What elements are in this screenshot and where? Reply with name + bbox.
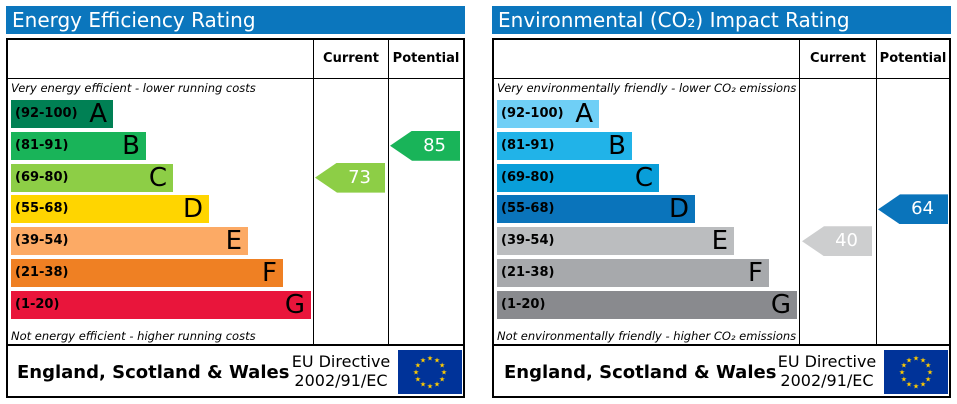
svg-text:★: ★: [427, 383, 433, 391]
potential-column-header: Potential: [879, 51, 947, 66]
top-caption: Very energy efficient - lower running co…: [11, 81, 256, 95]
band-letter-label: D: [668, 194, 689, 225]
band-letter-label: F: [748, 258, 763, 288]
band-range-label: (92-100): [501, 106, 564, 121]
current-column-header: Current: [810, 51, 866, 66]
eu-directive-line1: EU Directive: [777, 352, 877, 371]
band-letter-label: E: [711, 226, 728, 257]
svg-text:★: ★: [899, 369, 905, 377]
band-range-label: (69-80): [501, 169, 555, 185]
rating-band-g: (1-20) G: [497, 289, 797, 320]
band-range-label: (1-20): [15, 296, 60, 312]
current-rating-value: 40: [835, 230, 858, 252]
rating-band-f: (21-38) F: [11, 259, 283, 287]
potential-rating-arrow: 85: [390, 130, 460, 161]
rating-band-e: (39-54) E: [497, 226, 734, 257]
band-range-label: (39-54): [501, 233, 555, 249]
panel-title: Energy Efficiency Rating: [6, 6, 465, 34]
footer-region: England, Scotland & Wales: [17, 362, 290, 383]
environmental-impact-panel: Environmental (CO₂) Impact Rating Curren…: [492, 6, 951, 398]
svg-text:★: ★: [925, 362, 931, 370]
potential-column-header: Potential: [392, 51, 460, 66]
rating-band-f: (21-38) F: [497, 259, 769, 287]
rating-table: Current Potential Very environmentally f…: [492, 38, 951, 398]
eu-directive-line2: 2002/91/EC: [294, 371, 388, 390]
band-letter-label: G: [284, 289, 305, 320]
svg-text:★: ★: [415, 362, 421, 370]
band-range-label: (92-100): [15, 106, 78, 121]
svg-text:★: ★: [439, 362, 445, 370]
rating-band-c: (69-80) C: [11, 162, 173, 193]
svg-text:★: ★: [441, 369, 447, 377]
bottom-caption: Not environmentally friendly - higher CO…: [497, 329, 797, 343]
rating-band-b: (81-91) B: [497, 130, 632, 161]
current-column-header: Current: [323, 51, 379, 66]
rating-band-a: (92-100) A: [11, 100, 113, 128]
eu-directive-line1: EU Directive: [291, 352, 391, 371]
svg-text:★: ★: [413, 369, 419, 377]
band-letter-label: C: [148, 162, 167, 193]
svg-text:★: ★: [920, 356, 926, 364]
svg-text:★: ★: [427, 355, 433, 363]
svg-text:★: ★: [420, 381, 426, 389]
band-range-label: (39-54): [15, 233, 69, 249]
svg-text:★: ★: [901, 376, 907, 384]
rating-band-d: (55-68) D: [497, 194, 695, 225]
svg-text:★: ★: [420, 356, 426, 364]
svg-text:★: ★: [906, 381, 912, 389]
footer-region: England, Scotland & Wales: [504, 362, 777, 383]
eu-directive-text: EU Directive 2002/91/EC: [286, 352, 396, 390]
band-letter-label: E: [225, 226, 242, 257]
rating-band-b: (81-91) B: [11, 130, 146, 161]
rating-table: Current Potential Very energy efficient …: [6, 38, 465, 398]
svg-text:★: ★: [439, 376, 445, 384]
rating-band-d: (55-68) D: [11, 194, 209, 225]
eu-flag-icon: ★ ★★★★★★★★★★★: [884, 350, 948, 394]
band-letter-label: B: [608, 130, 626, 161]
band-range-label: (21-38): [501, 265, 555, 280]
band-range-label: (55-68): [15, 201, 69, 217]
svg-text:★: ★: [913, 355, 919, 363]
band-range-label: (1-20): [501, 296, 546, 312]
band-range-label: (21-38): [15, 265, 69, 280]
svg-text:★: ★: [415, 376, 421, 384]
eu-flag-icon: ★ ★★★★★★★★★★★: [398, 350, 462, 394]
current-rating-arrow: 73: [315, 162, 385, 193]
panel-title: Environmental (CO₂) Impact Rating: [492, 6, 951, 34]
potential-rating-arrow: 64: [878, 194, 948, 225]
rating-band-c: (69-80) C: [497, 162, 659, 193]
svg-text:★: ★: [920, 381, 926, 389]
band-letter-label: C: [634, 162, 653, 193]
svg-text:★: ★: [434, 381, 440, 389]
svg-text:★: ★: [434, 356, 440, 364]
rating-band-e: (39-54) E: [11, 226, 248, 257]
top-caption: Very environmentally friendly - lower CO…: [497, 81, 797, 95]
band-range-label: (69-80): [15, 169, 69, 185]
band-letter-label: A: [89, 99, 107, 129]
energy-efficiency-panel: Energy Efficiency Rating Current Potenti…: [6, 6, 465, 398]
potential-rating-value: 64: [911, 198, 934, 220]
potential-rating-value: 85: [423, 134, 446, 156]
svg-text:★: ★: [906, 356, 912, 364]
rating-band-g: (1-20) G: [11, 289, 311, 320]
band-letter-label: D: [182, 194, 203, 225]
eu-directive-text: EU Directive 2002/91/EC: [772, 352, 882, 390]
current-rating-value: 73: [348, 166, 371, 188]
band-letter-label: A: [575, 99, 593, 129]
bottom-caption: Not energy efficient - higher running co…: [11, 329, 256, 343]
rating-band-a: (92-100) A: [497, 100, 599, 128]
svg-text:★: ★: [913, 383, 919, 391]
band-range-label: (81-91): [15, 137, 69, 153]
eu-directive-line2: 2002/91/EC: [780, 371, 874, 390]
band-range-label: (81-91): [501, 137, 555, 153]
svg-text:★: ★: [927, 369, 933, 377]
svg-text:★: ★: [901, 362, 907, 370]
svg-text:★: ★: [925, 376, 931, 384]
band-range-label: (55-68): [501, 201, 555, 217]
current-rating-arrow: 40: [802, 226, 872, 257]
band-letter-label: F: [262, 258, 277, 288]
band-letter-label: B: [122, 130, 140, 161]
band-letter-label: G: [770, 289, 791, 320]
